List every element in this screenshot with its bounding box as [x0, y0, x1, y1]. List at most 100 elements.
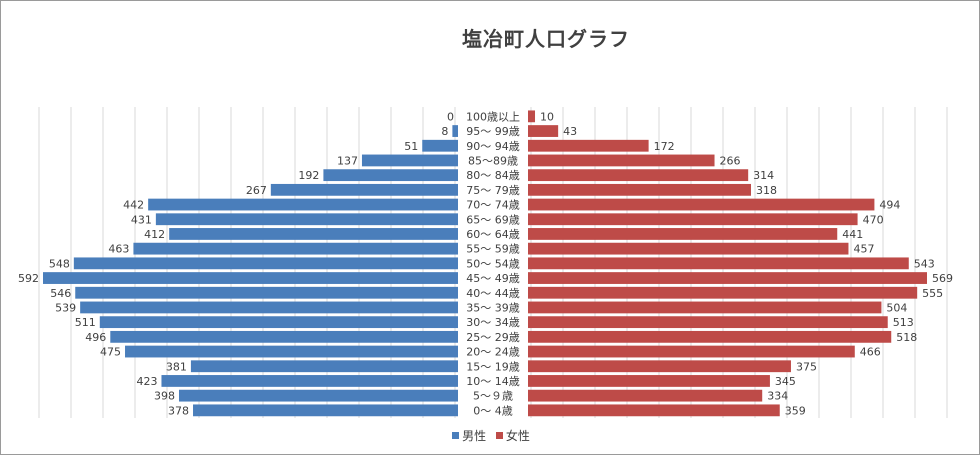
legend-label-male: 男性	[462, 429, 487, 443]
legend-item-male: 男性	[452, 427, 486, 444]
category-label-7: 65～ 69歳	[466, 213, 520, 226]
category-label-0: 100歳以上	[466, 110, 520, 123]
data-label-male-1: 8	[441, 125, 448, 138]
bar-female-0	[528, 110, 536, 123]
data-label-female-6: 494	[879, 199, 900, 212]
bar-female-15	[528, 330, 892, 343]
data-label-female-14: 513	[893, 316, 914, 329]
data-label-male-18: 423	[136, 375, 157, 388]
category-label-11: 45～ 49歳	[466, 272, 520, 285]
bar-female-20	[528, 404, 780, 417]
data-label-male-12: 546	[50, 287, 71, 300]
data-label-male-16: 475	[100, 346, 121, 359]
bar-female-4	[528, 169, 749, 182]
bar-male-9	[133, 242, 459, 255]
category-label-4: 80～ 84歳	[466, 169, 520, 182]
bar-male-7	[155, 213, 459, 226]
labels: 0 10 100歳以上 8 43 95～ 99歳 51 172 90～ 94歳 137 266 85～…	[18, 110, 953, 417]
category-label-12: 40～ 44歳	[466, 287, 520, 300]
bar-male-15	[110, 330, 458, 343]
bar-female-7	[528, 213, 858, 226]
bar-female-12	[528, 286, 918, 299]
data-label-female-19: 334	[767, 390, 788, 403]
legend-item-female: 女性	[495, 427, 530, 444]
data-label-female-7: 470	[863, 213, 884, 226]
legend-label-female: 女性	[505, 429, 530, 443]
bar-female-10	[528, 257, 909, 270]
category-label-19: 5～９歳	[473, 390, 513, 403]
bar-male-16	[125, 345, 458, 358]
category-label-20: 0～ 4歳	[473, 404, 513, 417]
bar-female-8	[528, 228, 838, 240]
category-label-15: 25～ 29歳	[466, 331, 520, 344]
bar-male-1	[452, 125, 458, 137]
bar-female-18	[528, 375, 770, 387]
data-label-female-11: 569	[932, 272, 953, 285]
bar-male-8	[169, 228, 458, 240]
bar-female-16	[528, 345, 855, 358]
legend-swatch-male	[452, 432, 460, 439]
data-label-female-0: 10	[540, 110, 554, 123]
data-label-male-11: 592	[18, 272, 39, 285]
data-label-male-2: 51	[404, 140, 418, 153]
bar-female-1	[528, 125, 559, 137]
bar-female-17	[528, 360, 791, 373]
bar-female-6	[528, 198, 875, 211]
bar-male-20	[193, 404, 458, 417]
bar-male-10	[73, 257, 458, 270]
bar-female-19	[528, 389, 763, 402]
bar-male-14	[99, 316, 458, 329]
bar-female-2	[528, 139, 649, 152]
data-label-female-16: 466	[860, 346, 881, 359]
bar-male-13	[80, 301, 458, 314]
data-label-male-14: 511	[75, 316, 96, 329]
data-label-female-15: 518	[896, 331, 917, 344]
data-label-male-4: 192	[298, 169, 319, 182]
data-label-male-9: 463	[108, 243, 129, 256]
data-label-male-7: 431	[131, 213, 152, 226]
data-label-female-1: 43	[563, 125, 577, 138]
category-label-17: 15～ 19歳	[466, 360, 520, 373]
category-label-8: 60～ 64歳	[466, 228, 520, 241]
bar-male-4	[323, 169, 458, 182]
bar-male-19	[178, 389, 458, 402]
data-label-female-9: 457	[853, 243, 874, 256]
category-label-3: 85～89歳	[468, 154, 518, 167]
data-label-male-8: 412	[144, 228, 165, 241]
data-label-male-6: 442	[123, 199, 144, 212]
legend: 男性 女性	[1, 427, 980, 444]
data-label-female-13: 504	[886, 301, 907, 314]
category-label-16: 20～ 24歳	[466, 346, 520, 359]
bar-female-9	[528, 242, 849, 255]
data-label-male-19: 398	[154, 390, 175, 403]
bar-female-13	[528, 301, 882, 314]
bar-male-5	[270, 183, 458, 196]
data-label-female-10: 543	[914, 257, 935, 270]
data-label-female-8: 441	[842, 228, 863, 241]
bar-male-2	[422, 139, 458, 152]
bars	[43, 110, 927, 417]
data-label-male-17: 381	[166, 360, 187, 373]
data-label-female-17: 375	[796, 360, 817, 373]
data-label-female-4: 314	[753, 169, 774, 182]
category-label-1: 95～ 99歳	[466, 125, 520, 138]
data-label-female-3: 266	[720, 154, 741, 167]
category-label-10: 50～ 54歳	[466, 257, 520, 270]
bar-male-11	[43, 272, 458, 284]
data-label-male-13: 539	[55, 301, 76, 314]
data-label-male-0: 0	[447, 110, 454, 123]
data-label-female-2: 172	[654, 140, 675, 153]
bar-female-3	[528, 154, 715, 167]
bar-female-11	[528, 272, 927, 284]
bar-female-5	[528, 183, 751, 196]
bar-male-3	[361, 154, 458, 167]
bar-male-18	[161, 375, 458, 387]
data-label-female-20: 359	[785, 404, 806, 417]
category-label-18: 10～ 14歳	[466, 375, 520, 388]
data-label-male-3: 137	[337, 154, 358, 167]
bar-male-6	[148, 198, 458, 211]
category-label-9: 55～ 59歳	[466, 243, 520, 256]
legend-swatch-female	[495, 432, 503, 439]
